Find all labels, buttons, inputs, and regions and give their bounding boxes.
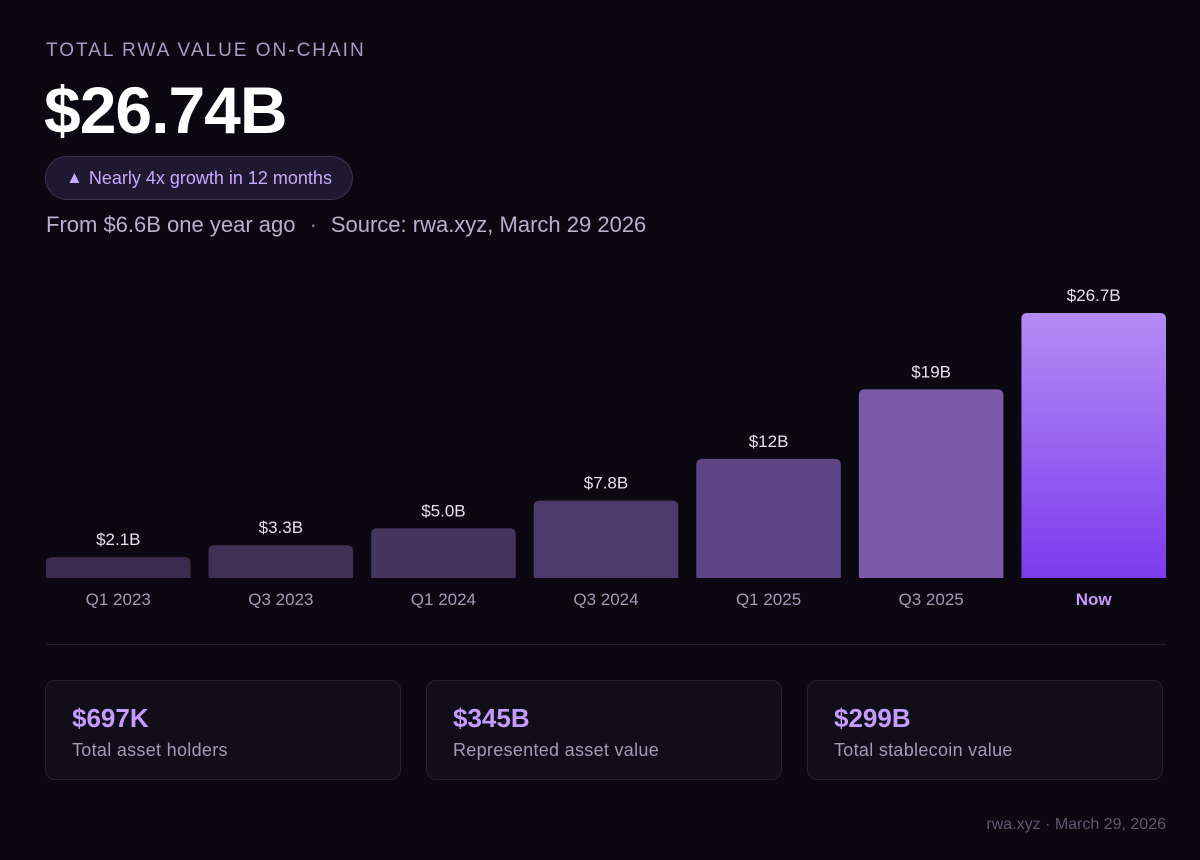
bar-q3-2024 bbox=[533, 500, 679, 578]
bar-q3-2023 bbox=[208, 545, 354, 578]
source-text: Source: rwa.xyz, March 29 2026 bbox=[330, 212, 647, 237]
stat-label: Total asset holders bbox=[72, 740, 228, 760]
growth-badge-text: Nearly 4x growth in 12 months bbox=[88, 167, 332, 188]
x-tick-label: Q1 2024 bbox=[411, 590, 476, 609]
stat-value: $697K bbox=[72, 703, 149, 733]
x-tick-label: Q3 2024 bbox=[573, 590, 638, 609]
bar-value-label: $2.1B bbox=[96, 530, 140, 549]
bar-chart: $2.1B Q1 2023 $3.3B Q3 2023 $5.0B Q1 2024 $7.8… bbox=[46, 286, 1166, 609]
stat-card-represented: $345B Represented asset value bbox=[426, 680, 782, 780]
bar-value-label: $26.7B bbox=[1067, 286, 1121, 305]
stat-value: $299B bbox=[834, 703, 911, 733]
bar-value-label: $12B bbox=[749, 432, 789, 451]
total-value: $26.74B bbox=[44, 73, 288, 147]
stat-label: Total stablecoin value bbox=[834, 740, 1013, 760]
bar-value-label: $19B bbox=[911, 362, 951, 381]
bar-now bbox=[1021, 313, 1166, 578]
x-tick-label: Q1 2023 bbox=[86, 590, 151, 609]
divider bbox=[46, 644, 1166, 645]
separator-dot: · bbox=[309, 212, 317, 237]
bar-q3-2025 bbox=[858, 389, 1004, 578]
bar-value-label: $5.0B bbox=[421, 501, 465, 520]
bar-value-label: $7.8B bbox=[584, 474, 628, 493]
stat-card-stablecoin: $299B Total stablecoin value bbox=[807, 680, 1163, 780]
section-eyebrow: TOTAL RWA VALUE ON-CHAIN bbox=[46, 40, 366, 61]
bar-q1-2023 bbox=[46, 557, 191, 578]
x-tick-label: Q3 2023 bbox=[248, 590, 313, 609]
stat-label: Represented asset value bbox=[453, 740, 660, 760]
stat-card-holders: $697K Total asset holders bbox=[45, 680, 401, 780]
stat-value: $345B bbox=[453, 703, 530, 733]
growth-badge: ▲ Nearly 4x growth in 12 months bbox=[45, 156, 353, 200]
x-tick-label: Now bbox=[1076, 590, 1113, 609]
subline: From $6.6B one year ago · Source: rwa.xy… bbox=[46, 212, 646, 238]
from-text: From $6.6B one year ago bbox=[46, 212, 296, 237]
x-tick-label: Q3 2025 bbox=[899, 590, 964, 609]
bar-q1-2024 bbox=[371, 528, 516, 578]
triangle-up-icon: ▲ bbox=[66, 168, 83, 187]
bar-q1-2025 bbox=[696, 458, 841, 578]
footer-credit: rwa.xyz · March 29, 2026 bbox=[986, 816, 1166, 833]
x-tick-label: Q1 2025 bbox=[736, 590, 801, 609]
bar-value-label: $3.3B bbox=[259, 518, 303, 537]
